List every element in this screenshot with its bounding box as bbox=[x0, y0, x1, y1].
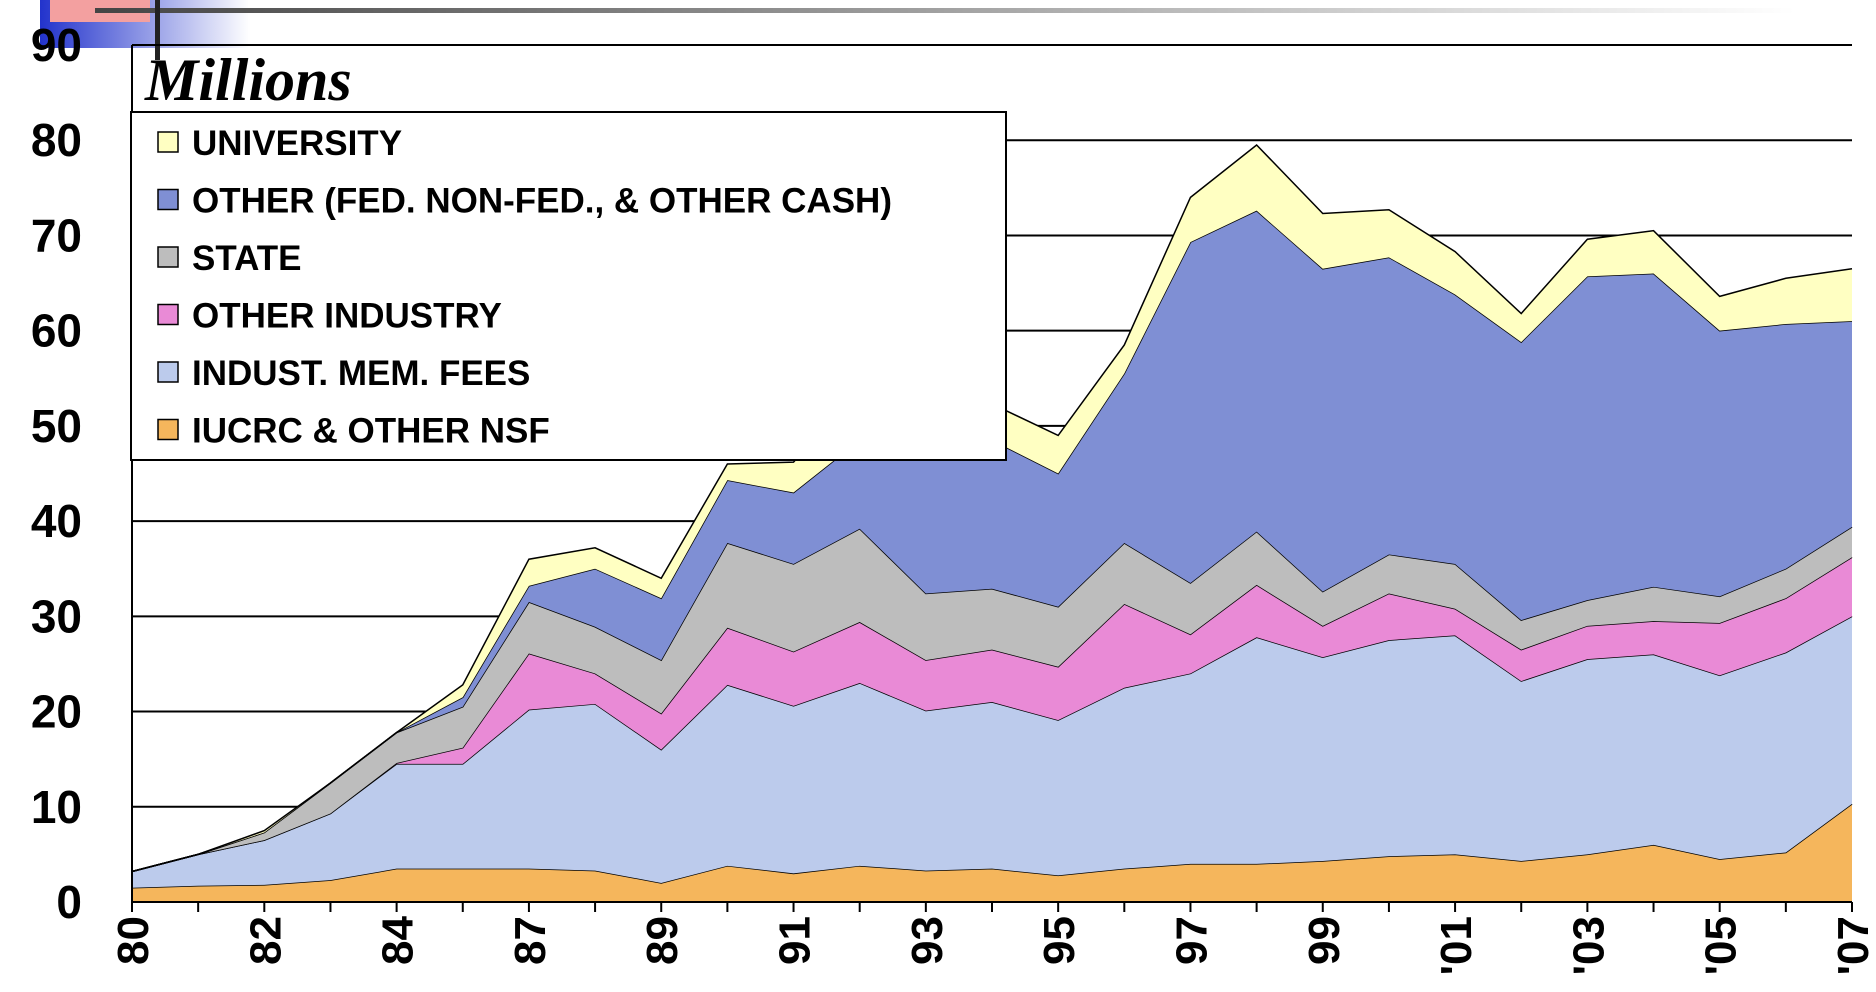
x-tick-label: 84 bbox=[374, 915, 423, 964]
legend-label: INDUST. MEM. FEES bbox=[192, 354, 530, 393]
y-tick-label: 60 bbox=[31, 305, 82, 357]
x-tick-label: 80 bbox=[109, 916, 158, 965]
legend-swatch bbox=[157, 131, 179, 153]
legend-swatch bbox=[157, 361, 179, 383]
x-tick-label: '07 bbox=[1829, 916, 1876, 975]
x-tick-label: 95 bbox=[1035, 916, 1084, 965]
y-tick-label: 70 bbox=[31, 209, 82, 261]
x-tick-label: 82 bbox=[241, 916, 290, 965]
legend-label: STATE bbox=[192, 239, 302, 278]
x-tick-label: 89 bbox=[638, 916, 687, 965]
y-tick-label: 0 bbox=[56, 876, 82, 928]
y-tick-label: 90 bbox=[31, 19, 82, 71]
chart-title: Millions bbox=[144, 47, 352, 113]
x-tick-label: 93 bbox=[903, 916, 952, 965]
legend-label: OTHER (FED. NON-FED., & OTHER CASH) bbox=[192, 182, 892, 221]
legend-swatch bbox=[157, 246, 179, 268]
x-tick-label: 97 bbox=[1167, 916, 1216, 965]
x-tick-label: 91 bbox=[771, 916, 820, 965]
y-tick-label: 40 bbox=[31, 495, 82, 547]
legend-label: UNIVERSITY bbox=[192, 124, 402, 163]
y-tick-label: 20 bbox=[31, 686, 82, 738]
x-tick-label: 87 bbox=[506, 916, 555, 965]
legend-swatch bbox=[157, 303, 179, 326]
legend-swatch bbox=[157, 188, 179, 211]
x-tick-label: '03 bbox=[1564, 916, 1613, 975]
legend-swatch bbox=[157, 418, 179, 441]
area bbox=[132, 803, 1852, 902]
y-tick-label: 10 bbox=[31, 781, 82, 833]
decoration bbox=[155, 0, 160, 60]
legend: UNIVERSITY OTHER (FED. NON-FED., & OTHER … bbox=[130, 111, 1007, 461]
legend-label: OTHER INDUSTRY bbox=[192, 297, 502, 336]
x-tick-label: '05 bbox=[1697, 916, 1746, 975]
x-tick-label: '01 bbox=[1432, 916, 1481, 975]
legend-label: IUCRC & OTHER NSF bbox=[192, 412, 550, 451]
area bbox=[132, 210, 1852, 872]
areas bbox=[131, 143, 1853, 902]
y-tick-label: 30 bbox=[31, 590, 82, 642]
axes: 0 10 20 30 40 50 60 70 80 90 80 82 84 87 89 91 93 95 97 99 '… bbox=[31, 19, 1876, 975]
y-tick-label: 80 bbox=[31, 114, 82, 166]
decoration bbox=[95, 8, 1795, 13]
area bbox=[132, 557, 1852, 872]
x-tick-label: 99 bbox=[1300, 916, 1349, 965]
area bbox=[132, 526, 1852, 872]
y-tick-label: 50 bbox=[31, 400, 82, 452]
legend-box bbox=[130, 111, 1007, 461]
area bbox=[132, 616, 1852, 888]
